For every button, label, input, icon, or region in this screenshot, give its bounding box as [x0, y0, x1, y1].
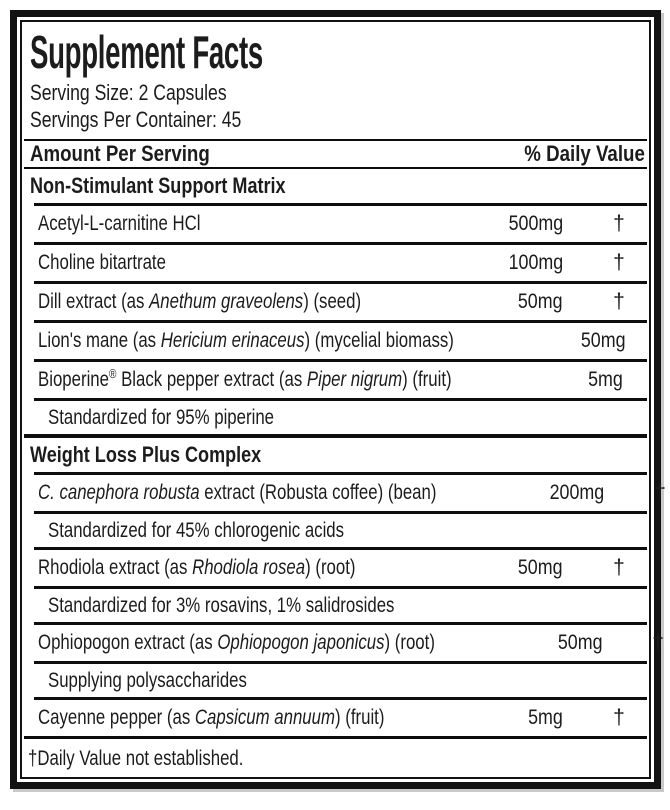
- ingredient-subnote-row: Standardized for 45% chlorogenic acids: [24, 514, 647, 547]
- ingredient-name-cell: Dill extract (as Anethum graveolens) (se…: [38, 290, 362, 314]
- ingredient-row: Choline bitartrate 100mg †: [24, 245, 647, 281]
- daily-value-cell: †: [613, 290, 625, 314]
- ingredient-name-cell: Weight Loss Plus Complex: [30, 442, 262, 468]
- ingredient-subnote-row: Standardized for 95% piperine: [24, 401, 647, 434]
- amount-cell: 50mg: [581, 329, 626, 353]
- servings-per-container: Servings Per Container: 45: [30, 107, 242, 133]
- ingredient-row: C. canephora robusta extract (Robusta co…: [24, 475, 666, 511]
- row-separator: [34, 320, 647, 324]
- daily-value-cell: †: [613, 212, 625, 236]
- page-title-text: Supplement Facts: [30, 26, 263, 78]
- row-separator: [34, 242, 647, 246]
- divider-bar-below-header: [24, 167, 647, 170]
- ingredient-row: Rhodiola extract (as Rhodiola rosea) (ro…: [24, 550, 647, 586]
- amount-cell: 500mg: [508, 212, 563, 236]
- row-separator: [34, 586, 647, 590]
- ingredient-name-cell: Standardized for 3% rosavins, 1% salidro…: [48, 593, 395, 617]
- divider-bar-footer: [24, 736, 647, 739]
- ingredient-name-cell: Supplying polysaccharides: [48, 668, 247, 692]
- ingredient-name-cell: Cayenne pepper (as Capsicum annuum) (fru…: [38, 706, 385, 730]
- row-separator: [34, 622, 647, 626]
- row-separator: [24, 434, 647, 439]
- ingredient-row: Bioperine® Black pepper extract (as Pipe…: [24, 362, 647, 398]
- ingredient-name-cell: Ophiopogon extract (as Ophiopogon japoni…: [38, 631, 435, 655]
- ingredient-name-cell: Choline bitartrate: [38, 251, 166, 275]
- daily-value-cell: †: [654, 329, 670, 353]
- section-header-row: Weight Loss Plus Complex: [24, 438, 647, 472]
- supplement-facts-inner-frame: Supplement Facts Serving Size: 2 Capsule…: [20, 20, 666, 779]
- amount-cell: 100mg: [508, 251, 563, 275]
- ingredient-row: Cayenne pepper (as Capsicum annuum) (fru…: [24, 700, 647, 736]
- ingredient-row: Lion's mane (as Hericium erinaceus) (myc…: [24, 323, 647, 359]
- serving-info: Serving Size: 2 Capsules Servings Per Co…: [24, 79, 647, 139]
- row-separator: [34, 661, 647, 665]
- column-header-row: Amount Per Serving % Daily Value: [24, 141, 647, 167]
- row-separator: [34, 547, 647, 551]
- ingredient-name-cell: Standardized for 45% chlorogenic acids: [48, 518, 345, 542]
- row-separator: [34, 472, 647, 476]
- daily-value-cell: †: [654, 481, 666, 505]
- ingredient-name-cell: C. canephora robusta extract (Robusta co…: [38, 481, 437, 505]
- ingredient-row: Acetyl-L-carnitine HCl 500mg †: [24, 206, 647, 242]
- daily-value-cell: †: [613, 556, 625, 580]
- amount-cell: 50mg: [518, 556, 563, 580]
- amount-per-serving-header: Amount Per Serving: [30, 141, 210, 167]
- supplement-facts-panel: Supplement Facts Serving Size: 2 Capsule…: [10, 10, 666, 789]
- amount-cell: 50mg: [518, 290, 563, 314]
- amount-cell: 50mg: [557, 631, 603, 655]
- ingredient-name-cell: Bioperine® Black pepper extract (as Pipe…: [38, 367, 452, 392]
- daily-value-cell: †: [613, 251, 625, 275]
- serving-size: Serving Size: 2 Capsules: [30, 79, 227, 105]
- divider-bar-top: [24, 139, 647, 142]
- daily-value-footnote: †Daily Value not established.: [28, 747, 244, 770]
- row-separator: [34, 511, 647, 515]
- row-separator: [34, 359, 647, 363]
- ingredient-subnote-row: Supplying polysaccharides: [24, 664, 647, 697]
- row-separator: [34, 398, 647, 402]
- ingredient-row: Ophiopogon extract (as Ophiopogon japoni…: [24, 625, 664, 661]
- section-header-row: Non-Stimulant Support Matrix: [24, 169, 647, 203]
- page-title: Supplement Facts: [24, 26, 647, 79]
- daily-value-cell: †: [613, 706, 625, 730]
- amount-cell: 5mg: [588, 368, 624, 392]
- ingredient-subnote-row: Standardized for 3% rosavins, 1% salidro…: [24, 589, 647, 622]
- row-separator: [34, 281, 647, 285]
- ingredient-table: Non-Stimulant Support Matrix Acetyl-L-car…: [24, 169, 666, 736]
- ingredient-name-cell: Rhodiola extract (as Rhodiola rosea) (ro…: [38, 556, 356, 580]
- row-separator: [34, 203, 647, 207]
- ingredient-row: Dill extract (as Anethum graveolens) (se…: [24, 284, 647, 320]
- ingredient-name-cell: Acetyl-L-carnitine HCl: [38, 212, 201, 236]
- ingredient-name-cell: Standardized for 95% piperine: [48, 405, 275, 429]
- ingredient-name-cell: Non-Stimulant Support Matrix: [30, 173, 286, 199]
- amount-cell: 5mg: [528, 706, 563, 730]
- row-separator: [34, 697, 647, 701]
- daily-value-cell: †: [652, 631, 664, 655]
- daily-value-header: % Daily Value: [524, 141, 645, 167]
- amount-cell: 200mg: [549, 481, 605, 505]
- daily-value-cell: †: [651, 368, 670, 392]
- ingredient-name-cell: Lion's mane (as Hericium erinaceus) (myc…: [38, 329, 454, 353]
